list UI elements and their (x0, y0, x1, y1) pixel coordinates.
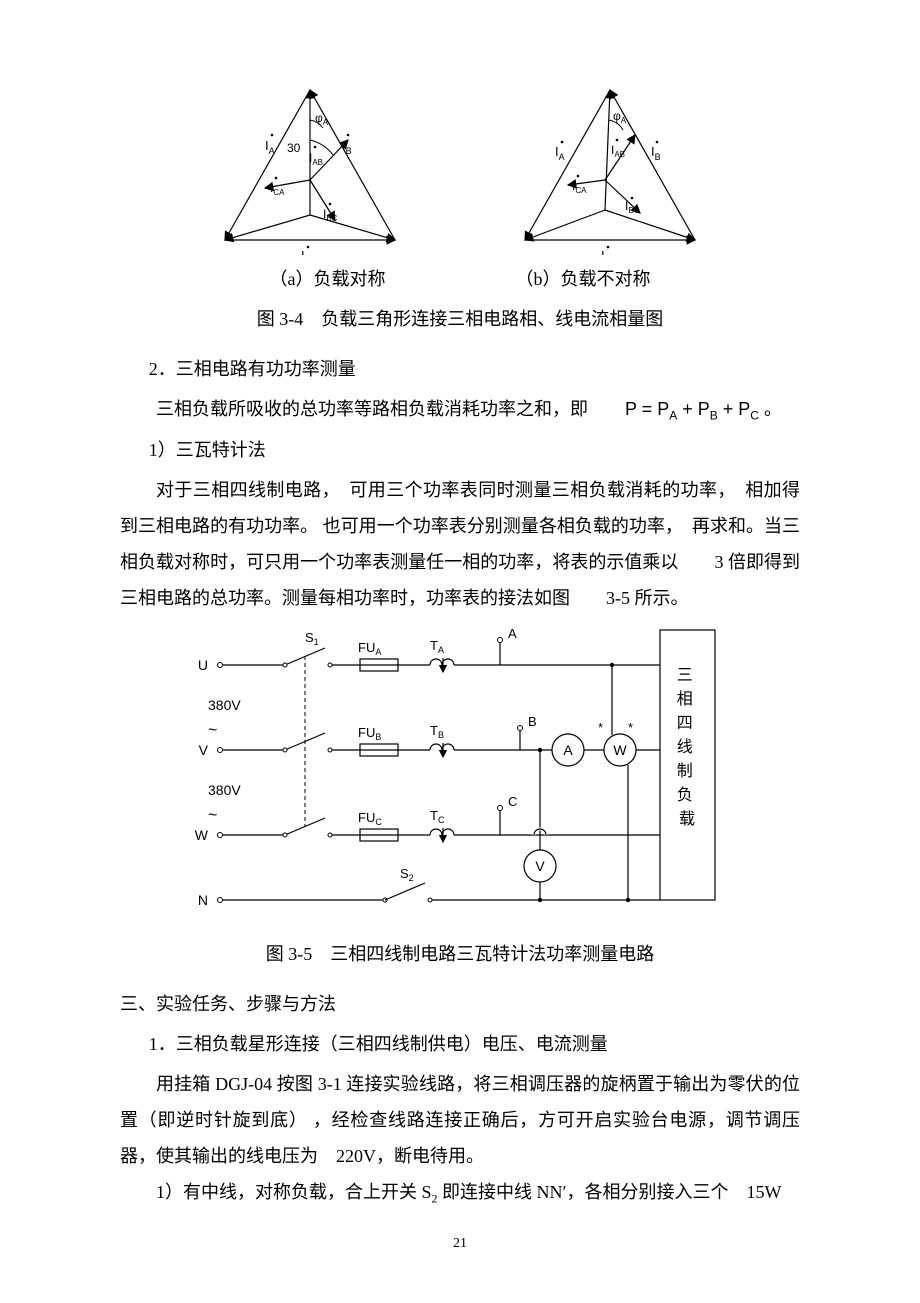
svg-text:C: C (508, 794, 517, 809)
svg-text:*: * (628, 720, 633, 735)
svg-text:IC: IC (301, 248, 312, 255)
svg-text:IA: IA (555, 144, 565, 162)
svg-text:V: V (199, 742, 209, 758)
section-3-1-1-p: 1）有中线，对称负载，合上开关 S2 即连接中线 NN′，各相分别接入三个 15… (120, 1174, 800, 1211)
svg-text:IBC: IBC (323, 207, 338, 223)
svg-text:ICA: ICA (270, 181, 285, 197)
svg-text:*: * (598, 720, 603, 735)
svg-text:V: V (535, 858, 545, 874)
svg-text:U: U (198, 657, 208, 673)
section-3-1-title: 1．三相负载星形连接（三相四线制供电）电压、电流测量 (120, 1026, 800, 1062)
svg-text:380V: 380V (208, 697, 241, 713)
svg-text:S2: S2 (400, 866, 414, 883)
svg-text:W: W (195, 827, 209, 843)
fig34-a-label: （a）负载对称 (270, 261, 386, 297)
svg-text:TC: TC (430, 808, 445, 825)
svg-text:FUA: FUA (358, 640, 381, 657)
load-text: 三 相 四 线 制 负 载 (677, 667, 697, 828)
section-3-1-p: 用挂箱 DGJ-04 按图 3-1 连接实验线路，将三相调压器的旋柄置于输出为零… (120, 1066, 800, 1174)
svg-text:IB: IB (651, 144, 661, 162)
svg-text:ICA: ICA (572, 179, 587, 195)
section-2-1-title: 1）三瓦特计法 (120, 432, 800, 468)
circuit-svg: 三 相 四 线 制 负 载 U S1 FUA (190, 620, 730, 930)
page-number: 21 (120, 1230, 800, 1258)
phasor-triangle-b: IA IB IC IAB ICA IBC φA (505, 80, 715, 255)
svg-text:IBC: IBC (625, 199, 640, 215)
svg-text:TA: TA (430, 638, 444, 655)
section-3-title: 三、实验任务、步骤与方法 (120, 986, 800, 1022)
power-formula: P = PA + PB + PC (625, 399, 764, 419)
svg-text:~: ~ (208, 807, 217, 824)
fig34-b-label: （b）负载不对称 (516, 261, 651, 297)
svg-text:TB: TB (430, 723, 444, 740)
svg-text:IA: IA (265, 138, 275, 156)
figure-3-5: 三 相 四 线 制 负 载 U S1 FUA (120, 620, 800, 930)
fig34-sub-captions: （a）负载对称 （b）负载不对称 (120, 261, 800, 297)
svg-text:380V: 380V (208, 782, 241, 798)
svg-text:S1: S1 (305, 630, 319, 647)
svg-text:~: ~ (208, 722, 217, 739)
figure-3-4: IA IB IC IAB ICA IBC φA 30 (120, 80, 800, 255)
svg-text:IAB: IAB (309, 151, 323, 167)
svg-text:B: B (528, 714, 537, 729)
phasor-triangle-a: IA IB IC IAB ICA IBC φA 30 (205, 80, 415, 255)
section-2-1-p: 对于三相四线制电路， 可用三个功率表同时测量三相负载消耗的功率， 相加得到三相电… (120, 472, 800, 616)
section-2-title: 2．三相电路有功功率测量 (120, 351, 800, 387)
svg-text:A: A (508, 626, 517, 641)
svg-text:W: W (613, 742, 627, 758)
svg-text:FUC: FUC (358, 810, 382, 827)
svg-text:IC: IC (601, 248, 612, 255)
svg-text:φA: φA (613, 109, 627, 125)
svg-text:N: N (198, 892, 208, 908)
svg-text:φA: φA (315, 111, 329, 127)
fig34-caption: 图 3-4 负载三角形连接三相电路相、线电流相量图 (120, 301, 800, 337)
fig35-caption: 图 3-5 三相四线制电路三瓦特计法功率测量电路 (120, 936, 800, 972)
svg-text:FUB: FUB (358, 725, 381, 742)
svg-text:IAB: IAB (611, 143, 625, 159)
section-2-p1: 三相负载所吸收的总功率等路相负载消耗功率之和，即 P = PA + PB + P… (120, 391, 800, 428)
svg-text:A: A (563, 742, 573, 758)
svg-text:30: 30 (287, 141, 301, 155)
